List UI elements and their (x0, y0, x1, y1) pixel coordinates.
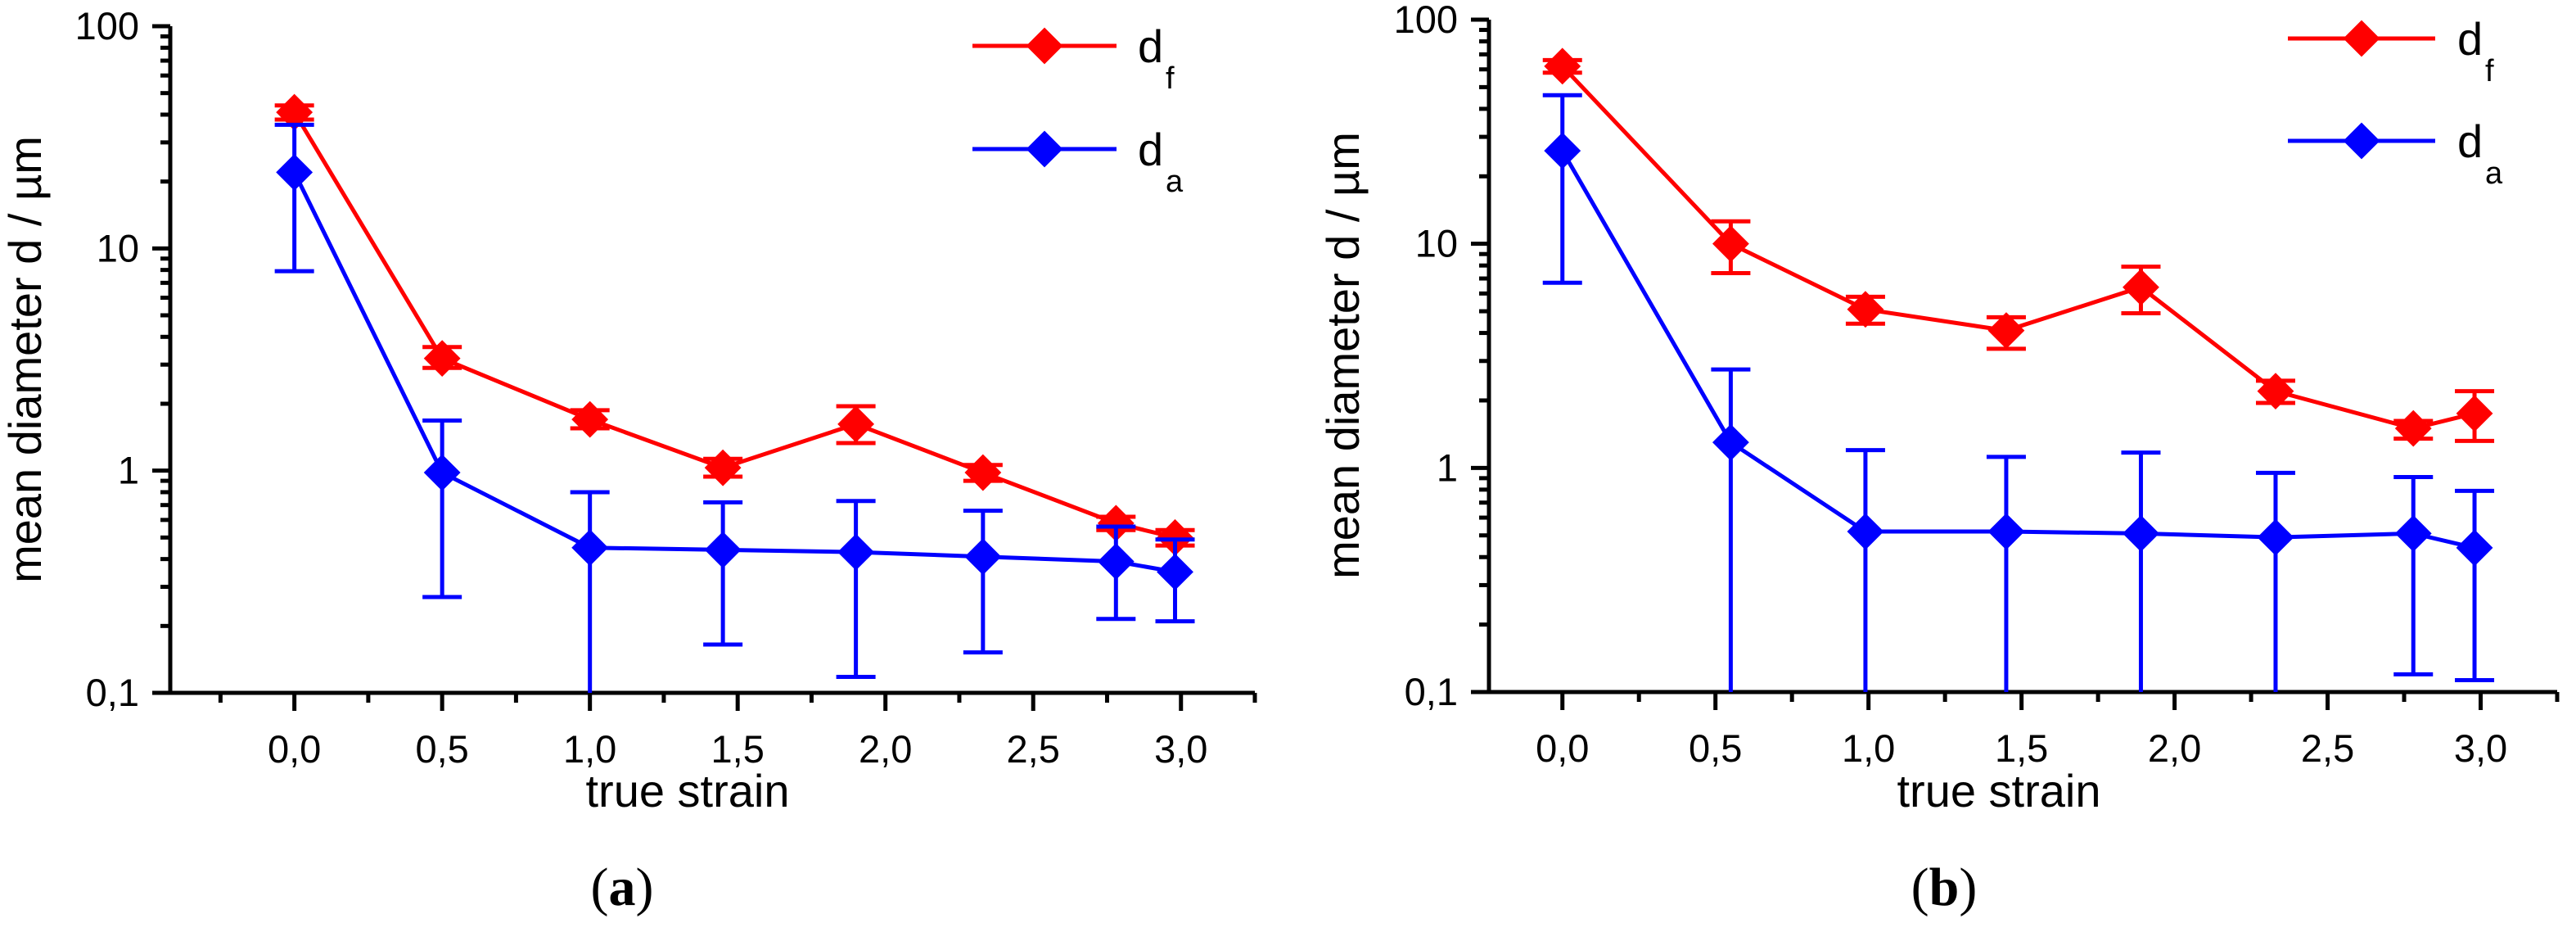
x-tick-label: 3,0 (1154, 727, 1207, 771)
x-tick-label: 0,5 (1689, 726, 1742, 770)
data-point (704, 449, 742, 486)
legend-label-subscript: f (1166, 61, 1175, 96)
legend-entry-d-f: df (2288, 13, 2494, 88)
data-point (964, 454, 1002, 491)
series-d-a (1542, 93, 2495, 692)
data-point (423, 454, 461, 491)
panel-label: (a) (591, 857, 654, 917)
x-tick-label: 2,0 (859, 727, 912, 771)
x-axis-title: true strain (586, 765, 790, 817)
y-axis-title: mean diameter d / µm (1317, 132, 1369, 579)
legend-marker (1026, 130, 1063, 168)
data-point (1847, 513, 1884, 550)
legend-marker (2343, 122, 2380, 160)
chart-panel-a: 0,0 0,5 1,0 1,5 2,0 2,5 3,0 0,1 1 10 100 mean diame… (0, 4, 1257, 917)
x-tick-label: 0,0 (1536, 726, 1589, 770)
series-line (1560, 65, 2475, 431)
data-point (1097, 543, 1135, 581)
data-point (571, 400, 609, 438)
legend-marker (1026, 27, 1063, 65)
series-d-f (274, 93, 1195, 556)
data-point (1157, 553, 1193, 590)
data-point (837, 533, 875, 571)
legend-label: d (1138, 124, 1163, 175)
x-tick-label: 0,5 (415, 727, 468, 771)
x-tick-label: 1,5 (1995, 726, 2048, 770)
data-point (1712, 423, 1749, 461)
legend-entry-d-f: df (972, 20, 1175, 96)
data-point (1544, 132, 1581, 170)
data-point (704, 531, 742, 568)
x-tick-label: 1,0 (563, 727, 616, 771)
y-tick-label: 100 (75, 4, 139, 48)
data-point (423, 340, 461, 378)
data-point (1987, 312, 2025, 350)
data-point (2123, 514, 2159, 552)
data-point (1544, 48, 1581, 85)
legend-label-subscript: f (2485, 54, 2494, 88)
data-point (276, 154, 314, 191)
series-d-f (1542, 48, 2495, 447)
series-line (1560, 149, 2475, 550)
y-tick-label: 10 (97, 226, 139, 269)
legend-label-subscript: a (1166, 165, 1184, 199)
x-axis-title: true strain (1897, 765, 2101, 817)
data-point (2123, 269, 2159, 306)
series-line (292, 111, 1176, 540)
series-d-a (274, 122, 1195, 693)
x-tick-label: 2,5 (2301, 726, 2354, 770)
x-tick-label: 1,0 (1842, 726, 1895, 770)
x-tick-label: 3,0 (2454, 726, 2507, 770)
series-line (292, 171, 1175, 574)
data-point (964, 538, 1002, 576)
legend-label-subscript: a (2485, 156, 2503, 191)
data-point (2394, 409, 2432, 447)
data-point (1712, 225, 1749, 263)
data-point (2456, 395, 2493, 432)
data-point (1987, 513, 2025, 550)
y-axis-title: mean diameter d / µm (0, 136, 51, 583)
y-tick-label: 100 (1394, 0, 1458, 41)
data-point (2257, 518, 2294, 556)
data-point (571, 529, 609, 567)
x-tick-label: 0,0 (268, 727, 321, 771)
legend-entry-d-a: da (2288, 115, 2503, 191)
legend-entry-d-a: da (972, 124, 1184, 199)
y-tick-label: 1 (118, 449, 139, 492)
x-tick-label: 1,5 (711, 727, 765, 771)
data-point (837, 405, 875, 443)
legend-label: d (2457, 13, 2483, 65)
legend-label: d (2457, 115, 2483, 167)
y-tick-label: 10 (1415, 222, 1458, 265)
panel-label: (b) (1911, 857, 1978, 917)
x-tick-label: 2,5 (1007, 727, 1060, 771)
legend-marker (2343, 20, 2380, 57)
data-point (2394, 514, 2432, 552)
x-tick-label: 2,0 (2148, 726, 2201, 770)
data-point (2456, 529, 2493, 567)
data-point (2257, 373, 2294, 410)
y-tick-label: 1 (1437, 446, 1458, 489)
y-tick-label: 0,1 (86, 671, 139, 714)
legend-label: d (1138, 20, 1163, 72)
data-point (1847, 291, 1884, 328)
y-tick-label: 0,1 (1405, 670, 1458, 713)
chart-panel-b: 0,0 0,5 1,0 1,5 2,0 2,5 3,0 0,1 1 10 100 mean diame… (1317, 0, 2560, 917)
